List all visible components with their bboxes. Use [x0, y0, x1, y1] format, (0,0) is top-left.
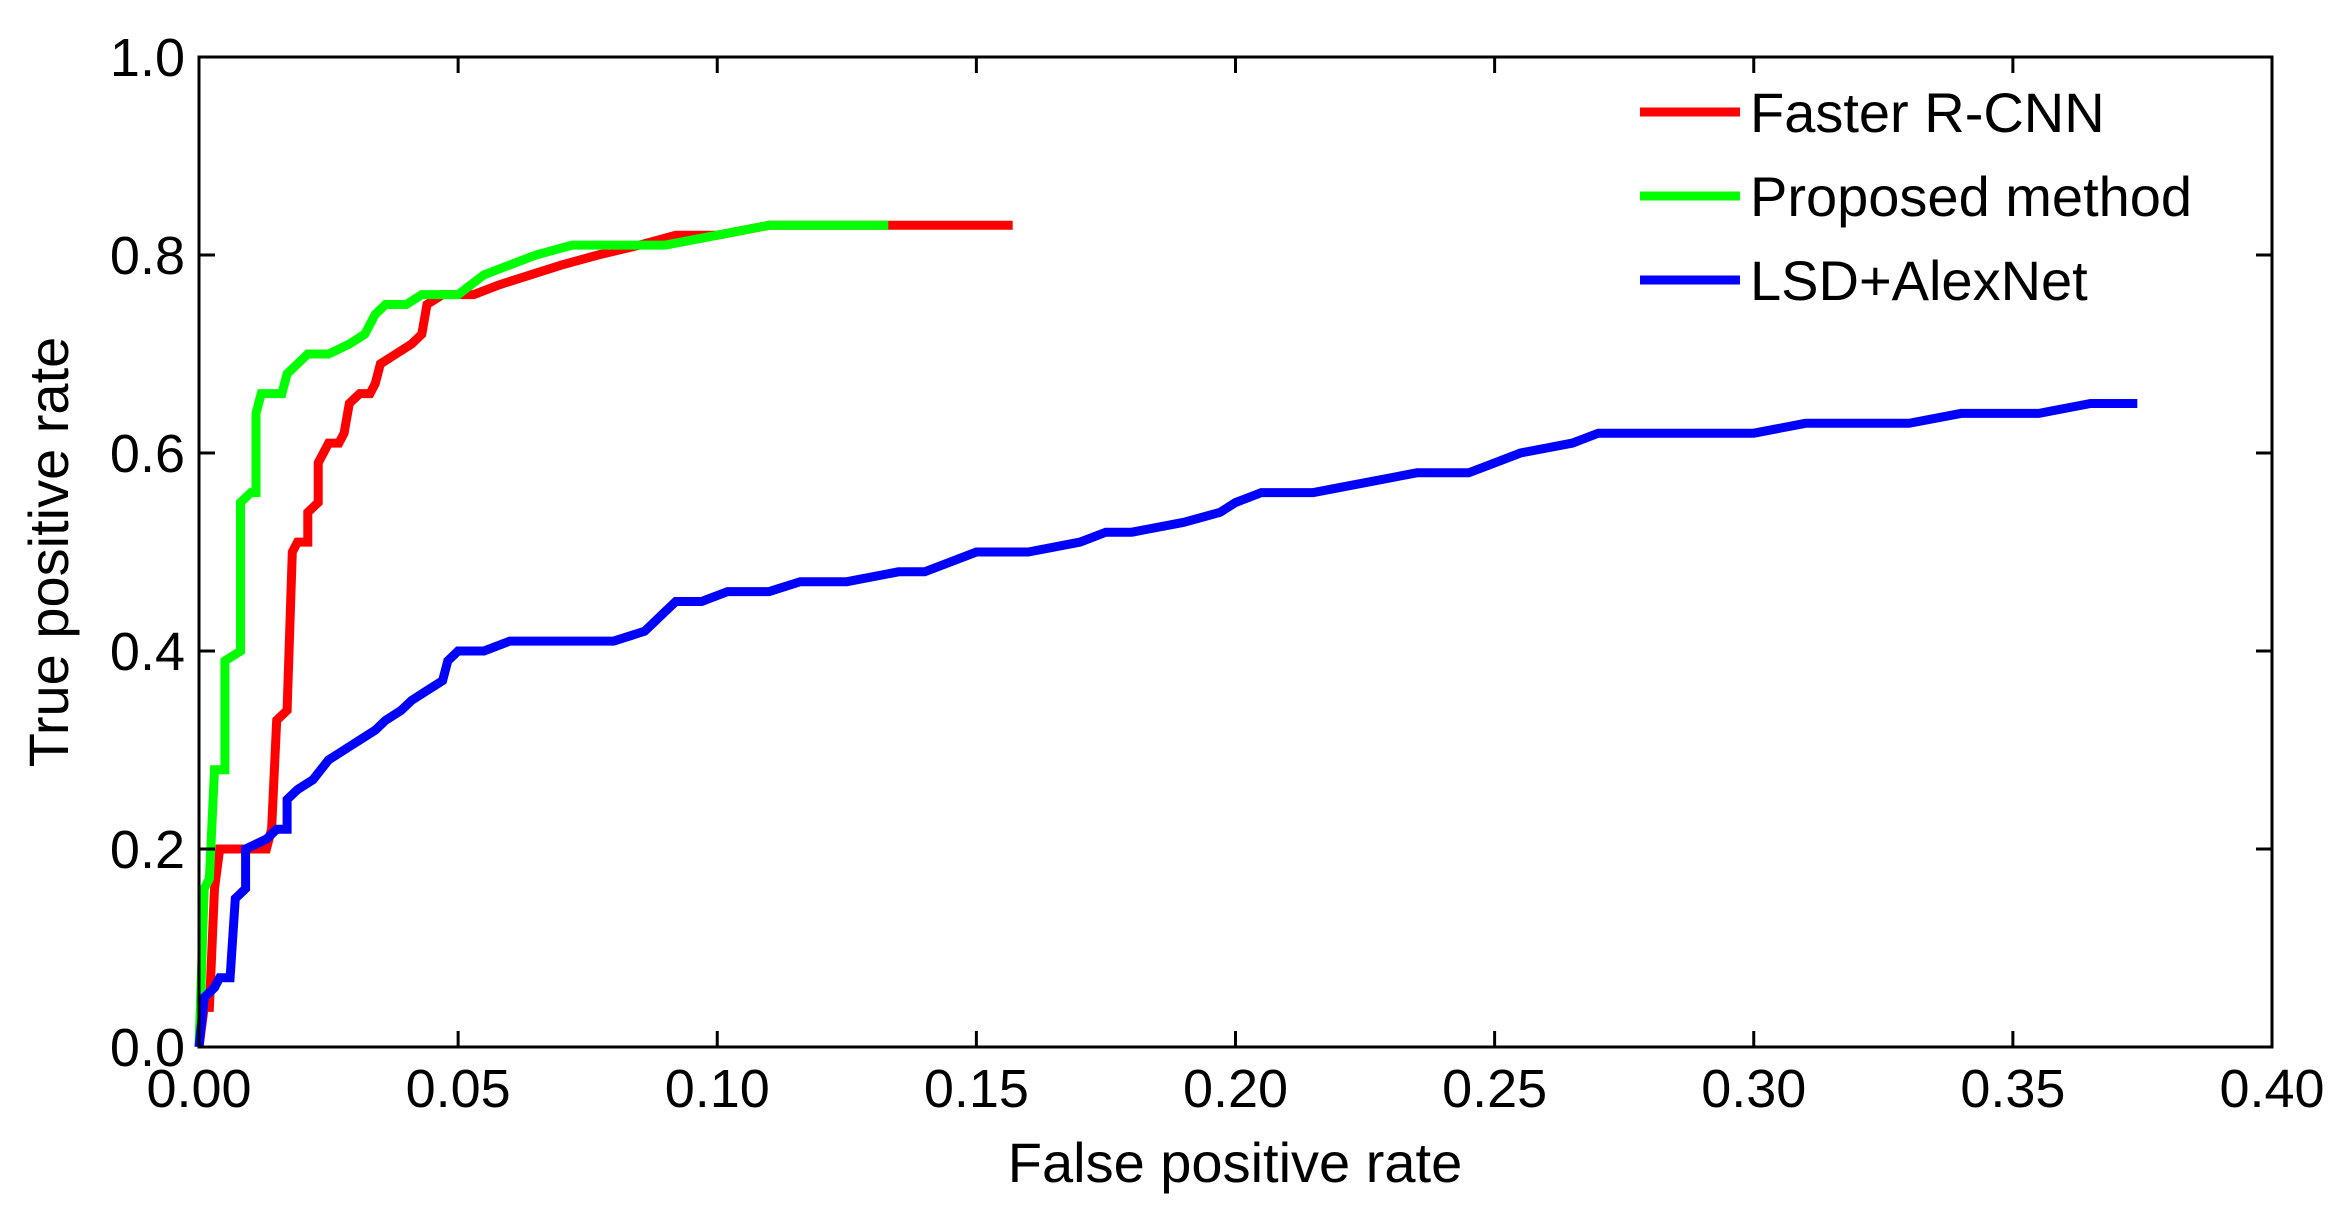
- y-axis-ticks: 0.0 0.2 0.4 0.6 0.8 1.0: [110, 28, 2272, 1078]
- y-tick-label: 1.0: [110, 28, 185, 88]
- legend-label-1: Proposed method: [1750, 165, 2192, 228]
- x-tick-label: 0.05: [406, 1059, 511, 1119]
- x-tick-label: 0.20: [1183, 1059, 1288, 1119]
- x-tick-label: 0.35: [1960, 1059, 2065, 1119]
- series-line-2: [194, 399, 2138, 1048]
- x-tick-label: 0.25: [1442, 1059, 1547, 1119]
- y-tick-label: 0.4: [110, 622, 185, 682]
- legend: Faster R-CNN Proposed method LSD+AlexNet: [1640, 81, 2192, 312]
- series-line-1: [194, 220, 889, 1048]
- x-tick-label: 0.00: [146, 1059, 251, 1119]
- x-tick-label: 0.30: [1701, 1059, 1806, 1119]
- series-layer: [194, 220, 2138, 1048]
- series-line-0: [194, 220, 1013, 1048]
- x-tick-label: 0.10: [665, 1059, 770, 1119]
- y-tick-label: 0.0: [110, 1018, 185, 1078]
- x-axis-label: False positive rate: [1008, 1131, 1462, 1194]
- legend-label-0: Faster R-CNN: [1750, 81, 2105, 144]
- x-tick-label: 0.40: [2219, 1059, 2324, 1119]
- legend-label-2: LSD+AlexNet: [1750, 249, 2088, 312]
- y-tick-label: 0.8: [110, 226, 185, 286]
- y-tick-label: 0.2: [110, 820, 185, 880]
- y-tick-label: 0.6: [110, 424, 185, 484]
- y-axis-label: True positive rate: [17, 337, 80, 768]
- x-tick-label: 0.15: [924, 1059, 1029, 1119]
- x-axis-ticks: 0.00 0.05 0.10 0.15 0.20 0.25 0.30 0.35 0.40: [146, 57, 2325, 1119]
